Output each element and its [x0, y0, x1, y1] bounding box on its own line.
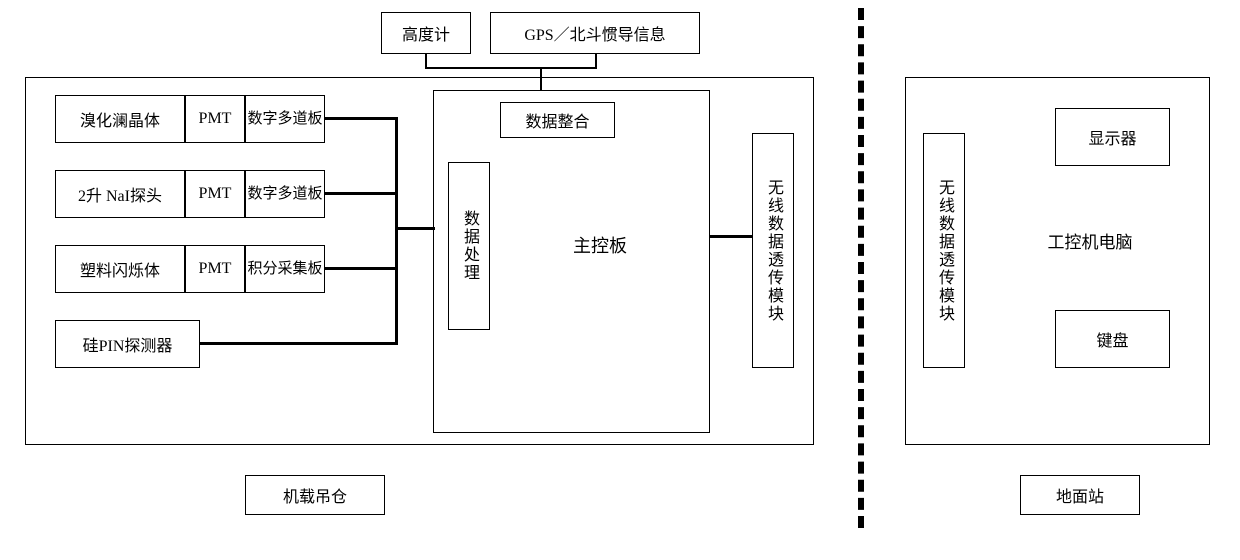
- ground-label: 地面站: [1056, 483, 1104, 507]
- bus: [200, 342, 397, 345]
- board-2-label: 数字多道板: [247, 185, 322, 203]
- bus: [395, 117, 398, 345]
- airborne-label: 机载吊仓: [283, 483, 347, 507]
- crystal-3-label: 塑料闪烁体: [80, 257, 160, 281]
- pmt-3: PMT: [185, 245, 245, 293]
- pmt-1-label: PMT: [199, 110, 232, 128]
- crystal-3: 塑料闪烁体: [55, 245, 185, 293]
- board-2: 数字多道板: [245, 170, 325, 218]
- ground-label-box: 地面站: [1020, 475, 1140, 515]
- gps-box: GPS／北斗惯导信息: [490, 12, 700, 54]
- wireless-a: 无线数据透传模块: [752, 133, 794, 368]
- data-proc: 数据处理: [448, 162, 490, 330]
- data-proc-label: 数据处理: [457, 210, 481, 282]
- conn: [425, 67, 597, 69]
- pmt-2-label: PMT: [199, 185, 232, 203]
- board-3-label: 积分采集板: [247, 260, 322, 278]
- conn: [425, 54, 427, 68]
- crystal-1: 溴化澜晶体: [55, 95, 185, 143]
- main-board-label: 主控板: [573, 232, 627, 258]
- crystal-2: 2升 NaI探头: [55, 170, 185, 218]
- data-integ: 数据整合: [500, 102, 615, 138]
- board-1-label: 数字多道板: [247, 110, 322, 128]
- altimeter-box: 高度计: [381, 12, 471, 54]
- keyboard-box: 键盘: [1055, 310, 1170, 368]
- altimeter-label: 高度计: [402, 21, 450, 45]
- display-label: 显示器: [1088, 125, 1136, 149]
- bus: [395, 227, 435, 230]
- ipc-label-wrap: 工控机电脑: [985, 200, 1195, 280]
- bus: [325, 192, 397, 195]
- bus: [325, 117, 397, 120]
- divider: [858, 8, 864, 528]
- gps-label: GPS／北斗惯导信息: [524, 21, 665, 45]
- pmt-1: PMT: [185, 95, 245, 143]
- ipc-label: 工控机电脑: [1048, 228, 1133, 253]
- main-board-label-wrap: 主控板: [500, 165, 700, 325]
- board-1: 数字多道板: [245, 95, 325, 143]
- display-box: 显示器: [1055, 108, 1170, 166]
- data-integ-label: 数据整合: [525, 108, 589, 132]
- pmt-2: PMT: [185, 170, 245, 218]
- bus: [325, 267, 397, 270]
- conn: [595, 54, 597, 68]
- si-pin-label: 硅PIN探测器: [83, 332, 173, 356]
- crystal-1-label: 溴化澜晶体: [80, 107, 160, 131]
- airborne-label-box: 机载吊仓: [245, 475, 385, 515]
- wireless-a-label: 无线数据透传模块: [761, 179, 785, 323]
- si-pin: 硅PIN探测器: [55, 320, 200, 368]
- pmt-3-label: PMT: [199, 260, 232, 278]
- keyboard-label: 键盘: [1096, 327, 1128, 351]
- bus: [710, 235, 752, 238]
- board-3: 积分采集板: [245, 245, 325, 293]
- crystal-2-label: 2升 NaI探头: [78, 182, 162, 206]
